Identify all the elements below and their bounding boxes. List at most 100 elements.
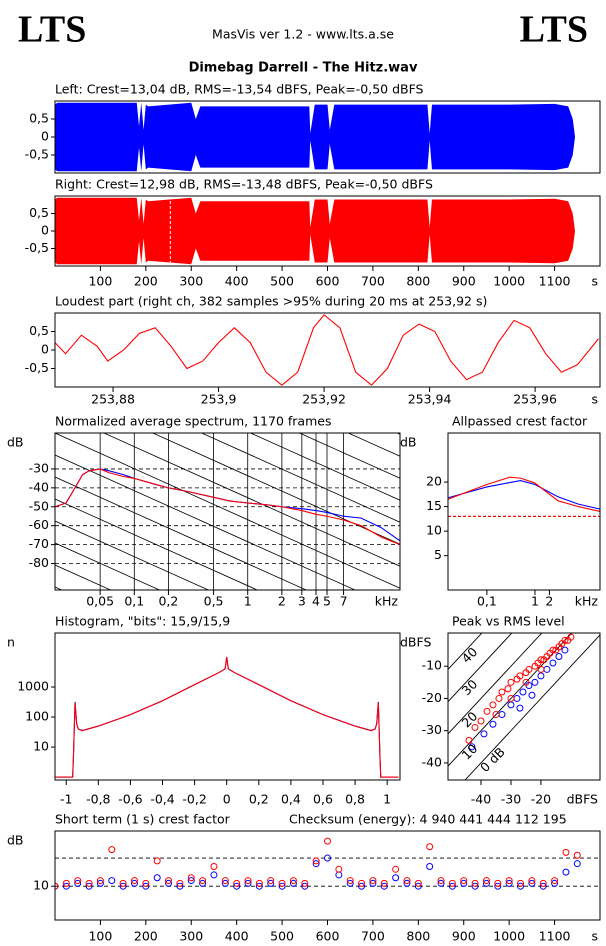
x-tick-label: 2: [545, 594, 553, 609]
point: [358, 879, 366, 887]
plot-frame: [54, 195, 601, 267]
point: [210, 871, 218, 879]
waveform-upper: [55, 197, 576, 231]
point: [517, 879, 525, 887]
point: [567, 633, 575, 641]
y-tick-label: -10: [422, 658, 442, 673]
x-tick-label: 2: [278, 594, 286, 609]
panel-title: Normalized average spectrum, 1170 frames: [55, 414, 331, 429]
point: [199, 877, 207, 885]
y-axis-label: n: [7, 635, 15, 650]
point: [255, 882, 263, 890]
point: [477, 717, 485, 725]
plot-frame: [54, 632, 401, 781]
point: [153, 874, 161, 882]
point: [176, 882, 184, 890]
point: [380, 882, 388, 890]
point: [119, 882, 127, 890]
point: [108, 877, 116, 885]
point: [483, 707, 491, 715]
point: [492, 711, 500, 719]
point: [346, 879, 354, 887]
waveform-upper: [55, 102, 576, 137]
x-tick-label: 100: [88, 274, 112, 289]
x-tick-label: -20: [531, 792, 551, 807]
plot-area: [55, 831, 600, 920]
x-tick-label: 600: [316, 274, 340, 289]
panel-title: Histogram, "bits": 15,9/15,9: [55, 614, 230, 629]
waveform-lower: [55, 137, 576, 172]
point: [221, 879, 229, 887]
series-line: [448, 476, 600, 513]
x-tick-label: 0,05: [86, 594, 114, 609]
x-tick-label: 700: [361, 929, 385, 944]
slope-line: [298, 433, 400, 479]
point: [448, 882, 456, 890]
point: [489, 720, 497, 728]
point: [573, 860, 581, 868]
x-tick-label: -0,6: [118, 792, 142, 807]
plot-layer: [55, 314, 599, 386]
crest-line: [448, 633, 513, 702]
point: [289, 879, 297, 887]
x-tick-label: -40: [471, 792, 491, 807]
x-tick-label: 0,1: [124, 594, 144, 609]
point: [119, 879, 127, 887]
plot-frame: [54, 830, 601, 921]
slope-line: [55, 454, 356, 590]
x-tick-label: 700: [361, 274, 385, 289]
point: [489, 701, 497, 709]
point: [505, 877, 513, 885]
point: [516, 704, 524, 712]
point: [369, 879, 377, 887]
x-tick-label: 500: [270, 929, 294, 944]
point: [528, 691, 536, 699]
point: [494, 882, 502, 890]
x-tick-label: 0,6: [313, 792, 333, 807]
y-tick-label: 10: [33, 739, 49, 754]
point: [301, 879, 309, 887]
point: [403, 879, 411, 887]
point: [539, 879, 547, 887]
point: [562, 868, 570, 876]
y-tick-label: 100: [25, 709, 49, 724]
plot-layer: [55, 196, 576, 266]
point: [561, 636, 569, 644]
point: [324, 837, 331, 845]
x-tick-label: 200: [134, 929, 158, 944]
x-tick-label: 800: [406, 274, 430, 289]
logo-left: LTS: [18, 9, 86, 51]
x-tick-label: 1: [383, 792, 391, 807]
point: [55, 882, 59, 890]
y-tick-label: 0,5: [29, 205, 49, 220]
x-tick-label: -1: [60, 792, 72, 807]
point: [460, 879, 468, 887]
panel-title: Loudest part (right ch, 382 samples >95%…: [55, 294, 487, 309]
point: [498, 688, 506, 696]
slope-line: [249, 433, 400, 501]
x-tick-label: -0,2: [182, 792, 206, 807]
slope-line: [55, 433, 400, 589]
point: [74, 879, 82, 887]
point: [199, 879, 207, 887]
slope-line: [151, 433, 400, 545]
point: [551, 879, 559, 887]
slope-line: [55, 520, 210, 590]
point: [324, 854, 331, 862]
point: [437, 877, 445, 885]
point: [62, 879, 70, 887]
x-tick-label: 0,4: [281, 792, 301, 807]
point: [85, 882, 93, 890]
x-tick-label: 4: [312, 594, 320, 609]
x-tick-label: 1100: [539, 929, 571, 944]
point: [187, 874, 195, 882]
x-tick-label: 300: [179, 274, 203, 289]
point: [187, 877, 195, 885]
series-line: [55, 468, 400, 546]
y-tick-label: 0: [41, 129, 49, 144]
y-tick-label: -0,5: [25, 147, 49, 162]
x-tick-label: 253,9: [201, 392, 237, 407]
point: [537, 656, 545, 664]
y-tick-label: -40: [29, 479, 49, 494]
